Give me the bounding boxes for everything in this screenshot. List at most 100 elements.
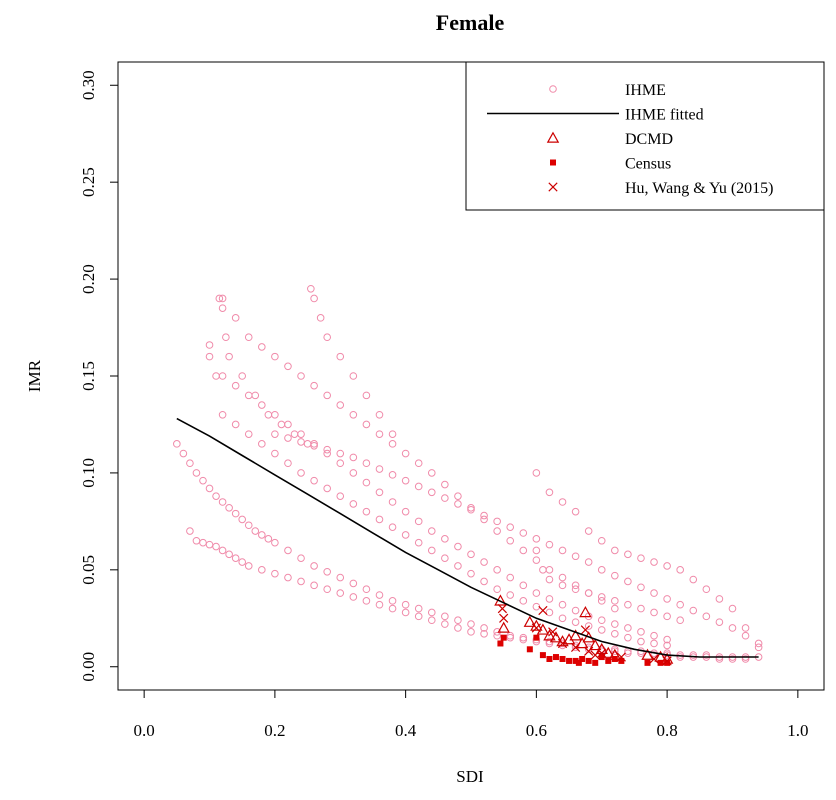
data-point: [592, 659, 599, 666]
data-point: [218, 410, 227, 419]
data-point: [297, 469, 305, 477]
data-point: [441, 494, 449, 502]
x-axis-label: SDI: [456, 767, 484, 786]
data-point: [588, 638, 602, 651]
fitted-line: [176, 417, 759, 658]
data-point: [225, 352, 233, 361]
data-point: [611, 546, 619, 555]
data-point: [597, 597, 606, 605]
data-point: [284, 459, 292, 468]
data-point: [715, 655, 724, 663]
data-point: [571, 581, 580, 590]
data-point: [192, 469, 201, 477]
data-point: [480, 624, 488, 632]
data-point: [362, 597, 371, 605]
data-point: [676, 600, 684, 609]
y-tick-label: 0.25: [79, 167, 98, 197]
data-point: [218, 304, 227, 312]
data-point: [414, 517, 423, 526]
data-point: [271, 449, 279, 458]
data-point: [244, 521, 253, 530]
data-point: [584, 622, 593, 630]
data-point: [244, 333, 253, 342]
data-point: [531, 623, 541, 633]
data-point: [388, 498, 397, 506]
legend-item: IHME fitted: [487, 107, 704, 124]
legend-item: IHME: [549, 82, 666, 99]
data-point: [225, 550, 233, 559]
data-point: [557, 638, 568, 649]
data-point: [663, 641, 671, 650]
data-point: [467, 569, 475, 578]
data-point: [663, 562, 671, 570]
data-point: [454, 616, 462, 625]
data-point: [271, 569, 279, 578]
data-point: [702, 585, 711, 594]
data-point: [657, 659, 664, 666]
data-point: [532, 556, 541, 564]
data-point: [349, 453, 358, 462]
x-tick-label: 0.4: [395, 721, 417, 740]
data-point: [493, 517, 501, 526]
data-point: [624, 600, 632, 609]
data-point: [297, 554, 305, 562]
data-point: [205, 484, 214, 493]
data-point: [662, 656, 672, 666]
data-point: [493, 566, 501, 574]
data-point: [539, 566, 547, 574]
data-point: [585, 657, 592, 664]
data-point: [676, 616, 684, 625]
y-tick-label: 0.05: [79, 555, 98, 585]
data-point: [532, 469, 541, 477]
data-point: [480, 629, 488, 638]
data-point: [644, 659, 651, 666]
y-tick-label: 0.15: [79, 361, 98, 391]
data-point: [545, 608, 554, 617]
data-point: [258, 566, 266, 574]
data-point: [323, 567, 331, 576]
data-point: [558, 614, 567, 623]
data-point: [375, 591, 384, 599]
y-tick-label: 0.00: [79, 652, 98, 682]
data-point: [349, 593, 358, 601]
data-point: [238, 515, 247, 524]
legend-label: DCMD: [625, 131, 673, 148]
data-point: [532, 535, 541, 543]
legend-symbol: [549, 85, 557, 93]
data-point: [414, 538, 423, 547]
data-point: [401, 476, 410, 485]
y-axis: 0.00 0.05 0.10 0.15 0.20 0.25 0.30: [79, 70, 119, 682]
data-point: [362, 420, 371, 429]
fitted-line-layer: [176, 417, 759, 658]
data-point: [650, 631, 658, 640]
data-point: [323, 445, 331, 454]
data-point: [375, 410, 384, 419]
y-tick-label: 0.30: [79, 70, 98, 100]
y-tick-label: 0.20: [79, 264, 98, 294]
data-point: [493, 631, 501, 640]
series-square-filled: [497, 634, 671, 666]
data-point: [231, 314, 240, 322]
data-point: [307, 284, 315, 293]
data-point: [689, 606, 698, 615]
legend-symbol: [550, 159, 556, 166]
data-point: [532, 589, 541, 597]
data-point: [663, 612, 671, 621]
data-point: [546, 655, 553, 662]
data-point: [388, 430, 397, 438]
data-point: [616, 652, 626, 662]
data-point: [454, 624, 462, 632]
data-point: [493, 527, 501, 535]
data-point: [754, 639, 763, 648]
data-point: [173, 440, 181, 448]
y-axis-label: IMR: [25, 359, 44, 392]
data-point: [676, 653, 684, 661]
data-point: [584, 558, 593, 566]
data-point: [362, 585, 371, 594]
data-point: [401, 608, 410, 617]
data-point: [519, 597, 528, 605]
data-point: [388, 440, 397, 448]
data-point: [497, 603, 508, 614]
data-point: [611, 604, 619, 613]
data-point: [467, 620, 475, 628]
